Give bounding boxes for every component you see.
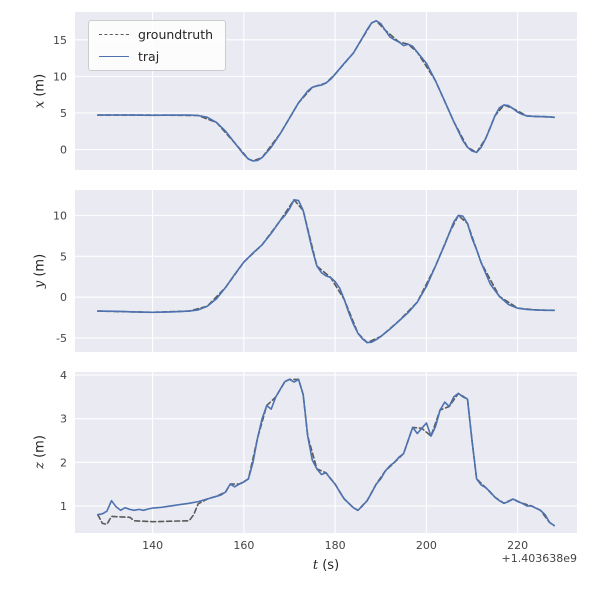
y-axis-label-z: z (m) [33, 435, 48, 469]
y-traj-line [97, 199, 556, 344]
x-axis-label: t (s) [313, 558, 339, 573]
x-traj-line [97, 19, 556, 162]
legend-label-groundtruth: groundtruth [138, 27, 214, 42]
y-y-tick-label: 5 [60, 250, 67, 263]
y-axis-label-y-var: y [32, 280, 48, 289]
x-axis-label-var: t [312, 558, 319, 573]
y-axis-label-y: y (m) [33, 254, 48, 288]
x-tick-label: 140 [142, 539, 163, 552]
y-axis-label-z-var: z [32, 462, 48, 469]
z-traj-line [97, 378, 556, 527]
x-tick-label: 160 [233, 539, 254, 552]
x-axis-offset-text: +1.403638e9 [501, 552, 577, 565]
x-y-tick-label: 5 [60, 107, 67, 120]
y-y-tick-label: -5 [56, 332, 67, 345]
x-y-tick-label: 0 [60, 144, 67, 157]
y-axis-label-z-unit: (m) [32, 435, 48, 463]
z-y-tick-label: 4 [60, 369, 67, 382]
x-y-tick-label: 15 [53, 34, 67, 47]
legend-entry-traj: traj [99, 49, 213, 64]
legend-entry-groundtruth: groundtruth [99, 27, 213, 42]
z-y-tick-label: 3 [60, 413, 67, 426]
x-y-tick-label: 10 [53, 70, 67, 83]
groundtruth-line-sample-icon [99, 34, 129, 35]
x-tick-label: 220 [507, 539, 528, 552]
traj-line-sample-icon [99, 56, 129, 57]
y-axis-label-x-unit: (m) [32, 73, 48, 101]
y-plot-area [75, 190, 577, 352]
x-axis-label-unit: (s) [318, 558, 340, 573]
x-tick-label: 180 [325, 539, 346, 552]
y-axis-label-x-var: x [32, 100, 48, 109]
y-axis-label-x: x (m) [33, 74, 48, 108]
legend-label-traj: traj [138, 49, 160, 64]
x-tick-label: 200 [416, 539, 437, 552]
y-axis-label-y-unit: (m) [32, 253, 48, 281]
z-y-tick-label: 1 [60, 500, 67, 513]
y-y-tick-label: 10 [53, 209, 67, 222]
legend: groundtruth traj [88, 20, 227, 71]
z-y-tick-label: 2 [60, 456, 67, 469]
y-y-tick-label: 0 [60, 291, 67, 304]
